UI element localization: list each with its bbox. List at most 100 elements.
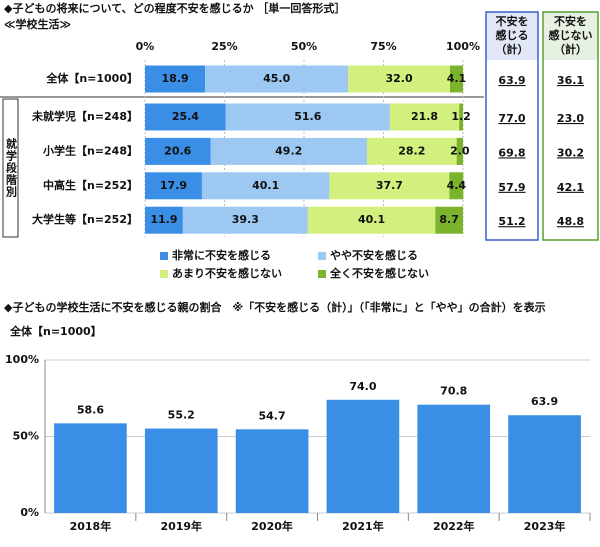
bar-segment (145, 65, 206, 93)
category-label: 全体【n=1000】 (45, 71, 138, 85)
summary-header: （計） (496, 42, 529, 56)
legend-swatch (318, 252, 326, 260)
y-tick-label: 0% (20, 506, 39, 519)
value-label: 21.8 (411, 110, 438, 123)
summary-value: 63.9 (498, 74, 525, 87)
y-tick-label: 100% (5, 353, 39, 366)
summary-header: 不安を (554, 14, 587, 28)
chart-subtitle: ≪学校生活≫ (4, 17, 71, 31)
legend-label: 全く不安を感じない (329, 266, 429, 280)
value-label: 25.4 (172, 110, 199, 123)
summary-value: 23.0 (557, 112, 584, 125)
value-label: 39.3 (232, 213, 259, 226)
x-tick-label: 50% (291, 40, 317, 53)
bar (417, 404, 491, 513)
chart-subtitle: 全体【n=1000】 (9, 324, 102, 338)
x-tick-label: 25% (211, 40, 237, 53)
x-tick-label: 2020年 (251, 519, 293, 533)
value-label: 40.1 (358, 213, 385, 226)
bar-segment (449, 172, 464, 200)
summary-value: 77.0 (498, 112, 525, 125)
bar-segment (145, 172, 202, 200)
bar-segment (456, 137, 463, 165)
x-tick-label: 0% (136, 40, 155, 53)
summary-value: 51.2 (498, 215, 525, 228)
x-tick-label: 2019年 (160, 519, 202, 533)
legend-swatch (318, 270, 326, 278)
summary-header: （計） (554, 42, 587, 56)
legend-label: あまり不安を感じない (172, 266, 282, 280)
summary-value: 48.8 (557, 215, 584, 228)
value-label: 28.2 (398, 144, 425, 157)
bar (508, 415, 581, 513)
value-label: 49.2 (275, 144, 302, 157)
value-label: 51.6 (294, 110, 321, 123)
value-label: 70.8 (440, 385, 467, 398)
bar-segment (435, 206, 463, 234)
legend-swatch (160, 270, 168, 278)
value-label: 4.1 (447, 72, 467, 85)
bar (144, 428, 218, 513)
bar-segment (329, 172, 450, 200)
bar-segment (225, 103, 390, 131)
bar-segment (205, 65, 349, 93)
x-tick-label: 2023年 (524, 519, 566, 533)
x-tick-label: 75% (370, 40, 396, 53)
value-label: 54.7 (259, 409, 286, 422)
category-label: 小学生【n=248】 (42, 143, 138, 157)
category-label: 中高生【n=252】 (43, 178, 138, 192)
summary-header-bg (486, 12, 538, 60)
value-label: 37.7 (376, 179, 403, 192)
value-label: 40.1 (252, 179, 279, 192)
legend-label: 非常に不安を感じる (172, 248, 271, 262)
bar-segment (449, 65, 463, 93)
value-label: 1.2 (451, 110, 471, 123)
value-label: 55.2 (168, 409, 195, 422)
legend-swatch (160, 252, 168, 260)
x-tick-label: 2018年 (70, 519, 112, 533)
value-label: 11.9 (150, 213, 177, 226)
value-label: 8.7 (439, 213, 459, 226)
chart-title: ◆子どもの将来について、どの程度不安を感じるか ［単一回答形式］ (4, 1, 345, 15)
summary-header-bg (543, 12, 598, 60)
bar-segment (459, 103, 463, 131)
bar (326, 399, 400, 513)
summary-header: 不安を (496, 14, 529, 28)
chart-title: ◆子どもの学校生活に不安を感じる親の割合 ※「不安を感じる（計）」（「非常に」と… (4, 300, 546, 314)
summary-box (542, 11, 599, 241)
x-tick-label: 100% (446, 40, 480, 53)
bar-segment (145, 137, 211, 165)
bar-segment (366, 137, 457, 165)
value-label: 45.0 (263, 72, 290, 85)
x-tick-label: 2021年 (342, 519, 384, 533)
bar-segment (145, 206, 183, 234)
summary-value: 57.9 (498, 181, 525, 194)
bar-segment (182, 206, 308, 234)
summary-value: 69.8 (498, 146, 525, 159)
summary-header: 感じる (496, 28, 529, 42)
value-label: 20.6 (164, 144, 191, 157)
bar (54, 423, 127, 513)
summary-value: 42.1 (557, 181, 584, 194)
bar-segment (389, 103, 460, 131)
bar-segment (307, 206, 436, 234)
legend-label: やや不安を感じる (330, 248, 418, 262)
value-label: 74.0 (349, 380, 376, 393)
value-label: 17.9 (160, 179, 187, 192)
y-tick-label: 50% (13, 430, 39, 443)
bar (235, 429, 309, 513)
summary-value: 36.1 (557, 74, 584, 87)
value-label: 4.4 (447, 179, 467, 192)
value-label: 32.0 (386, 72, 413, 85)
x-tick-label: 2022年 (433, 519, 475, 533)
bar-segment (201, 172, 330, 200)
value-label: 63.9 (531, 395, 558, 408)
bar-segment (348, 65, 450, 93)
bar-segment (210, 137, 367, 165)
value-label: 58.6 (77, 403, 104, 416)
value-label: 18.9 (161, 72, 188, 85)
summary-box (485, 11, 539, 241)
group-label: 就学段階別 (5, 137, 19, 198)
bar-segment (145, 103, 226, 131)
summary-value: 30.2 (557, 146, 584, 159)
